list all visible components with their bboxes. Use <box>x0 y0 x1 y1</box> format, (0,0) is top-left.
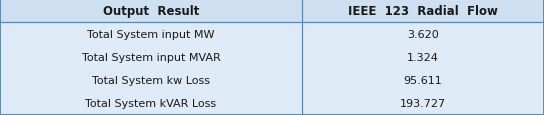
Text: Total System kVAR Loss: Total System kVAR Loss <box>85 99 217 108</box>
Text: Total System kw Loss: Total System kw Loss <box>92 76 210 85</box>
Bar <box>0 92 544 115</box>
Text: 3.620: 3.620 <box>407 30 439 39</box>
Bar <box>0 46 544 69</box>
Text: 95.611: 95.611 <box>404 76 442 85</box>
Text: Output  Result: Output Result <box>103 5 199 18</box>
Bar <box>0 0 544 23</box>
Text: IEEE  123  Radial  Flow: IEEE 123 Radial Flow <box>348 5 498 18</box>
Bar <box>0 23 544 46</box>
Bar <box>0 69 544 92</box>
Text: 193.727: 193.727 <box>400 99 446 108</box>
Text: 1.324: 1.324 <box>407 53 439 62</box>
Text: Total System input MVAR: Total System input MVAR <box>82 53 220 62</box>
Text: Total System input MW: Total System input MW <box>87 30 215 39</box>
